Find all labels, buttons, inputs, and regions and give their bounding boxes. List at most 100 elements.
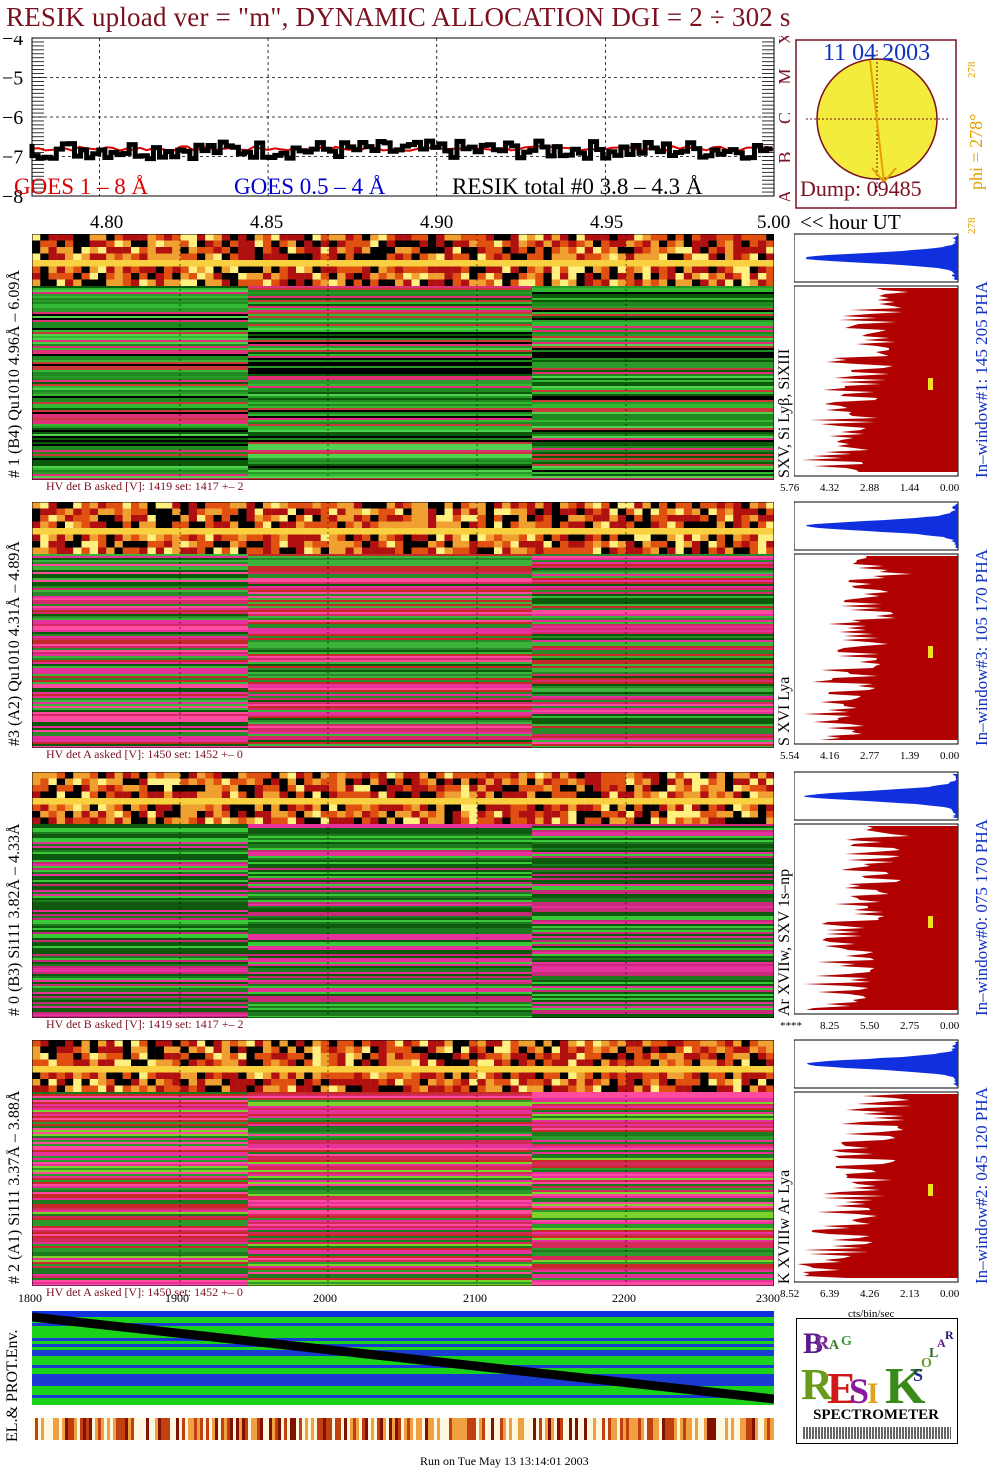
- stripe: [248, 596, 532, 598]
- noise-cell: [122, 1059, 132, 1067]
- noise-cell: [609, 1040, 618, 1047]
- stripe: [532, 920, 774, 922]
- noise-cell: [73, 1079, 82, 1086]
- stripe: [532, 886, 774, 888]
- stripe: [248, 974, 532, 976]
- noise-cell: [98, 1079, 107, 1086]
- noise-cell: [378, 521, 387, 529]
- noise-cell: [320, 547, 330, 555]
- strip-cell: [593, 1418, 597, 1440]
- noise-cell: [337, 1072, 346, 1080]
- noise-cell: [518, 279, 528, 287]
- noise-cell: [188, 260, 198, 267]
- noise-cell: [312, 1079, 321, 1086]
- stripe: [532, 914, 774, 916]
- strip-cell: [734, 1418, 738, 1440]
- noise-cell: [114, 791, 123, 799]
- stripe: [32, 906, 248, 908]
- noise-cell: [106, 547, 115, 555]
- noise-cell: [254, 785, 264, 792]
- stripe: [532, 876, 774, 878]
- noise-cell: [329, 772, 338, 779]
- stripe: [248, 580, 532, 582]
- noise-cell: [469, 541, 478, 548]
- env-band: [32, 1404, 774, 1407]
- stripe: [32, 642, 248, 644]
- noise-cell: [667, 1059, 676, 1067]
- stripe: [532, 1016, 774, 1018]
- pha-histogram-2: [794, 771, 959, 1015]
- noise-cell: [180, 273, 189, 280]
- noise-cell: [560, 785, 569, 792]
- noise-cell: [296, 1053, 305, 1060]
- strip-cell: [446, 1418, 450, 1440]
- stripe: [248, 1252, 532, 1254]
- noise-cell: [296, 234, 305, 241]
- noise-cell: [48, 1079, 57, 1086]
- stripe: [32, 472, 248, 474]
- noise-cell: [725, 273, 734, 280]
- noise-cell: [81, 817, 90, 825]
- noise-cell: [617, 791, 627, 799]
- noise-cell: [40, 811, 49, 818]
- stripe: [532, 1002, 774, 1004]
- noise-cell: [626, 1046, 635, 1054]
- noise-cell: [419, 785, 429, 792]
- noise-cell: [725, 240, 734, 248]
- noise-cell: [626, 1085, 635, 1093]
- noise-cell: [48, 1066, 57, 1073]
- stripe: [32, 610, 248, 612]
- noise-cell: [230, 1053, 239, 1060]
- noise-cell: [683, 260, 693, 267]
- noise-cell: [485, 247, 495, 254]
- stripe: [248, 710, 532, 712]
- stripe: [248, 1016, 532, 1018]
- stripe: [32, 1238, 248, 1240]
- noise-cell: [411, 502, 420, 509]
- stripe: [532, 824, 774, 826]
- hist-tick-2-2: 5.50: [860, 1020, 880, 1032]
- noise-cell: [766, 1040, 774, 1047]
- noise-cell: [667, 502, 676, 509]
- noise-cell: [601, 1066, 610, 1073]
- stripe: [248, 1094, 532, 1096]
- noise-cell: [436, 1040, 445, 1047]
- stripe: [248, 912, 532, 914]
- noise-cell: [634, 541, 643, 548]
- noise-cell: [708, 273, 717, 280]
- stripe: [248, 978, 532, 980]
- noise-cell: [469, 273, 478, 280]
- stripe: [32, 962, 248, 964]
- stripe: [532, 406, 774, 408]
- stripe: [32, 308, 248, 310]
- noise-cell: [32, 253, 41, 261]
- stripe: [32, 1122, 248, 1124]
- noise-cell: [329, 1059, 338, 1067]
- noise-cell: [279, 1053, 288, 1060]
- noise-cell: [386, 502, 396, 509]
- noise-cell: [246, 247, 255, 254]
- stripe: [32, 1242, 248, 1244]
- stripe: [32, 442, 248, 444]
- noise-cell: [263, 279, 272, 287]
- noise-cell: [172, 811, 181, 818]
- noise-cell: [510, 273, 519, 280]
- noise-cell: [551, 1040, 561, 1047]
- stripe: [32, 1016, 248, 1018]
- noise-cell: [147, 785, 156, 792]
- noise-cell: [551, 508, 561, 516]
- noise-cell: [386, 1059, 396, 1067]
- noise-cell: [436, 260, 445, 267]
- stripe: [32, 398, 248, 400]
- noise-cell: [683, 804, 693, 812]
- noise-cell: [164, 811, 173, 818]
- stripe: [32, 306, 248, 308]
- noise-cell: [535, 253, 544, 261]
- noise-cell: [238, 253, 247, 261]
- strip-cell: [101, 1418, 105, 1440]
- noise-cell: [197, 1072, 206, 1080]
- noise-cell: [296, 253, 305, 261]
- noise-cell: [353, 253, 363, 261]
- stripe: [248, 908, 532, 910]
- noise-cell: [320, 266, 330, 274]
